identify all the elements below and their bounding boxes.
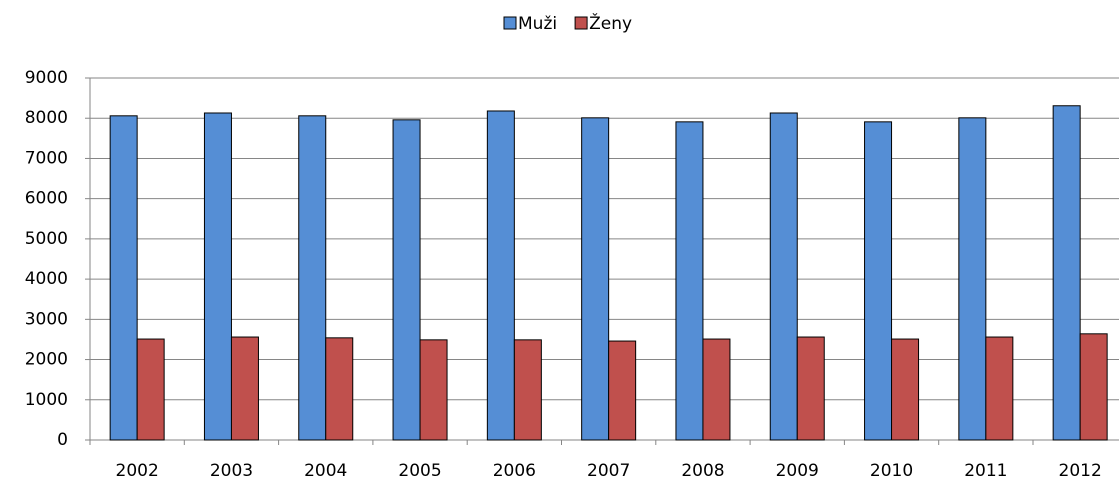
bar (230, 336, 259, 441)
bar (298, 115, 327, 441)
y-tick-label: 4000 (25, 269, 68, 289)
bar (769, 112, 798, 441)
bar (203, 112, 232, 441)
bar (985, 336, 1014, 441)
y-tick-label: 5000 (25, 229, 68, 249)
y-tick-label: 0 (57, 430, 68, 450)
legend-label: Ženy (589, 12, 632, 34)
x-tick-label: 2002 (116, 461, 159, 481)
legend-label: Muži (518, 14, 557, 34)
y-tick-label: 7000 (25, 148, 68, 168)
bar (702, 338, 731, 441)
y-tick-label: 8000 (25, 108, 68, 128)
x-tick-label: 2008 (681, 461, 724, 481)
bar (325, 337, 354, 441)
bar (109, 115, 138, 441)
bar (1079, 333, 1108, 441)
bar (1052, 105, 1081, 441)
y-tick-label: 2000 (25, 350, 68, 370)
legend-swatch (574, 16, 588, 30)
bar (608, 340, 637, 441)
x-tick-label: 2010 (870, 461, 913, 481)
y-tick-label: 6000 (25, 189, 68, 209)
x-tick-label: 2007 (587, 461, 630, 481)
x-tick-label: 2003 (210, 461, 253, 481)
y-tick-label: 3000 (25, 309, 68, 329)
bar (958, 117, 987, 441)
legend: Muži Ženy (503, 12, 632, 34)
x-tick-label: 2005 (398, 461, 441, 481)
legend-swatch (503, 16, 517, 30)
x-tick-label: 2004 (304, 461, 347, 481)
y-tick-label: 9000 (25, 68, 68, 88)
bar (796, 336, 825, 441)
bar (486, 110, 515, 441)
x-tick-label: 2009 (776, 461, 819, 481)
x-tick-label: 2006 (493, 461, 536, 481)
bar (392, 119, 421, 441)
y-tick-label: 1000 (25, 390, 68, 410)
bar (513, 339, 542, 441)
bar (891, 338, 920, 441)
bar (419, 339, 448, 441)
x-tick-label: 2012 (1059, 461, 1102, 481)
bar (581, 117, 610, 441)
bar (864, 121, 893, 441)
bar (675, 121, 704, 441)
bar (136, 338, 165, 441)
x-tick-label: 2011 (964, 461, 1007, 481)
